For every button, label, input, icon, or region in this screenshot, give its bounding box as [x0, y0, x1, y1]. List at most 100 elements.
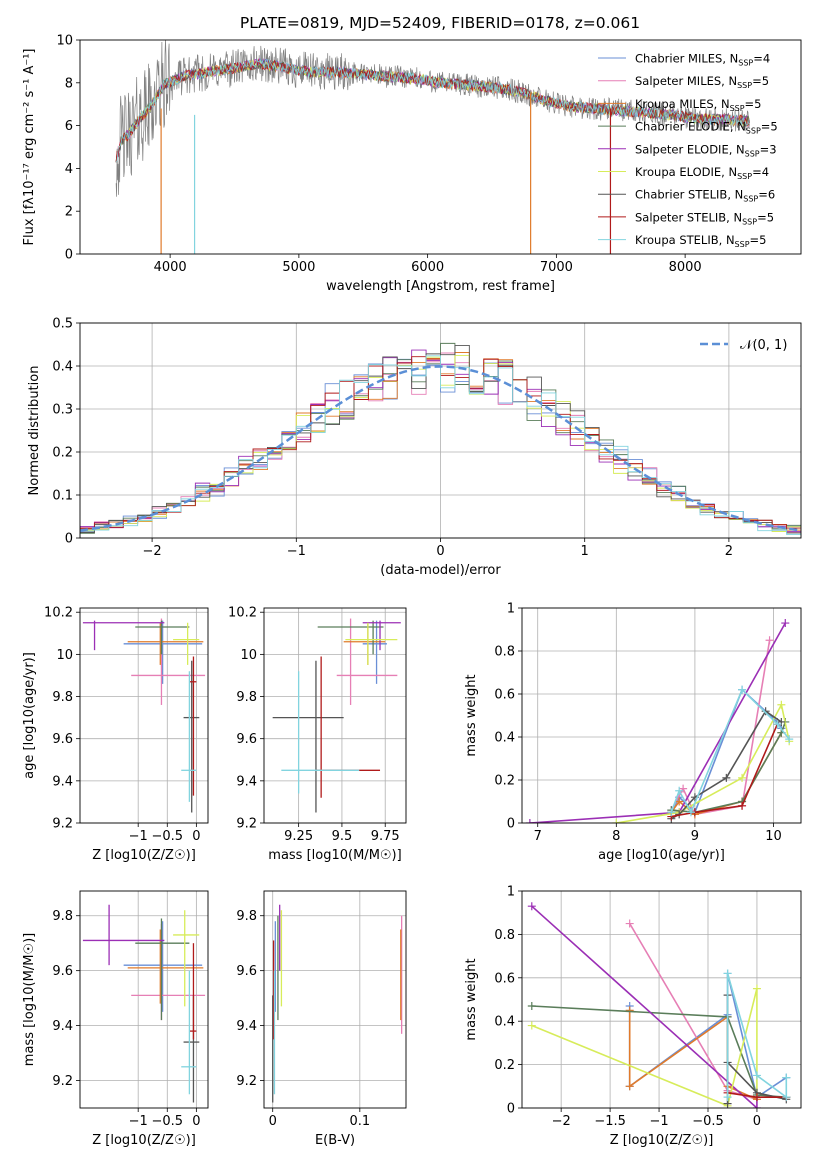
x-tick-label: 9.25 — [284, 829, 313, 844]
y-tick-label: 4 — [65, 162, 73, 177]
x-tick-label: −0.5 — [151, 1114, 183, 1129]
y-tick-label: 2 — [65, 205, 73, 220]
axes-frame — [79, 890, 209, 1109]
legend-label: Kroupa STELIB, NSSP=5 — [635, 233, 766, 249]
observed-spectrum — [115, 40, 750, 197]
weight-marker — [675, 786, 684, 795]
weight-marker — [752, 1104, 761, 1108]
plot-area — [527, 902, 791, 1108]
y-tick-label: 10 — [56, 34, 73, 49]
errorbar-point-0 — [123, 620, 203, 684]
y-tick-label: 0.6 — [494, 688, 515, 703]
y-tick-label: 6 — [65, 119, 73, 134]
axes-frame — [263, 890, 407, 1109]
y-tick-label: 0.2 — [52, 446, 73, 461]
y-tick-label: 9.6 — [236, 732, 257, 747]
y-tick-label: 0.4 — [494, 1015, 515, 1030]
panel-age-vs-mass: 9.25 9.5 9.75 9.2 9.4 9.6 9.8 10 10.2 mass [log10… — [228, 606, 407, 863]
panel-residuals: −2 −1 0 1 2 0 0.1 0.2 0.3 0.4 0.5 (data-model)/erro… — [27, 317, 802, 578]
errorbar-point-8 — [181, 671, 197, 802]
y-axis-label: mass [log10(M/M☉)] — [22, 933, 37, 1066]
x-tick-label: −2 — [143, 544, 162, 559]
errorbar-point-7 — [189, 656, 197, 796]
x-tick-label: 10 — [765, 829, 782, 844]
weight-marker — [527, 1021, 536, 1030]
panel-spectrum: 4000 5000 6000 7000 8000 0 2 4 6 8 10 wavelength [A… — [22, 34, 802, 294]
y-tick-label: 0 — [65, 532, 73, 547]
y-tick-label: 9.8 — [236, 909, 257, 924]
weight-marker — [752, 984, 761, 993]
weight-marker — [738, 685, 747, 694]
axes-frame — [521, 607, 802, 824]
plot-area — [272, 904, 403, 1103]
weight-marker — [738, 773, 747, 782]
errorbar-point-0 — [123, 921, 203, 1012]
x-tick-label: 6000 — [411, 260, 444, 275]
weight-marker — [625, 919, 634, 928]
errorbar-point-5 — [173, 910, 200, 1007]
weight-marker — [738, 801, 747, 810]
x-tick-label: 8 — [612, 829, 620, 844]
errorbar-point-3 — [135, 918, 190, 1021]
y-tick-label: 10 — [56, 648, 73, 663]
weight-marker — [752, 1071, 761, 1080]
y-tick-label: 9.4 — [236, 774, 257, 789]
errorbar-point-5 — [173, 622, 200, 665]
y-tick-label: 9.6 — [52, 732, 73, 747]
y-tick-label: 0.5 — [52, 317, 73, 332]
figure-title: PLATE=0819, MJD=52409, FIBERID=0178, z=0… — [240, 14, 640, 32]
y-tick-label: 9.2 — [52, 817, 73, 832]
weight-marker — [785, 735, 794, 744]
y-tick-label: 10.2 — [228, 606, 257, 621]
plot-area — [82, 618, 206, 813]
weight-marker — [625, 1006, 634, 1015]
y-tick-label: 0.8 — [494, 928, 515, 943]
weight-marker — [752, 1093, 761, 1102]
x-tick-label: 9.5 — [332, 829, 353, 844]
errorbar-point-5 — [345, 622, 398, 665]
y-tick-label: 9.4 — [52, 774, 73, 789]
weight-marker — [527, 902, 536, 911]
histogram-8 — [80, 355, 801, 538]
errorbar-point-2 — [127, 622, 204, 665]
legend-label: Chabrier ELODIE, NSSP=5 — [635, 120, 778, 136]
x-axis-label: E(B-V) — [315, 1133, 355, 1148]
y-tick-label: 8 — [65, 76, 73, 91]
plot-area — [82, 904, 206, 1103]
y-tick-label: 0.3 — [52, 403, 73, 418]
y-tick-label: 0.2 — [494, 774, 515, 789]
weight-marker — [612, 819, 621, 823]
y-tick-label: 0.8 — [494, 645, 515, 660]
x-tick-label: −1 — [129, 829, 148, 844]
legend-label: Chabrier MILES, NSSP=4 — [635, 52, 770, 68]
legend-label: Salpeter MILES, NSSP=5 — [635, 74, 769, 90]
plot-area — [525, 619, 794, 823]
x-tick-label: −1 — [287, 544, 306, 559]
weight-marker — [525, 819, 534, 823]
errorbar-point-0 — [362, 620, 387, 684]
x-tick-label: 7 — [534, 829, 542, 844]
panel-weight-vs-age: 7 8 9 10 0 0.2 0.4 0.6 0.8 1 age [log10(age/yr)] ma… — [464, 602, 802, 863]
errorbar-point-1 — [336, 618, 398, 705]
y-tick-label: 1 — [507, 602, 515, 617]
x-axis-label: age [log10(age/yr)] — [598, 848, 725, 863]
y-tick-label: 0 — [507, 1102, 515, 1117]
x-tick-label: 1 — [581, 544, 589, 559]
y-tick-label: 0.2 — [494, 1058, 515, 1073]
y-tick-label: 10.2 — [44, 606, 73, 621]
y-tick-label: 0.6 — [494, 971, 515, 986]
y-axis-label: mass weight — [464, 958, 479, 1040]
x-tick-label: 7000 — [540, 260, 573, 275]
errorbar-point-4 — [82, 620, 165, 651]
y-tick-label: 9.6 — [52, 964, 73, 979]
legend-label: Chabrier STELIB, NSSP=6 — [635, 188, 775, 204]
axes-frame — [263, 607, 407, 824]
errorbar-point-4 — [362, 620, 401, 651]
x-tick-label: 0 — [269, 1114, 277, 1129]
y-tick-label: 9.2 — [236, 1074, 257, 1089]
weight-line-7 — [671, 723, 779, 818]
x-tick-label: 0.1 — [349, 1114, 370, 1129]
y-axis-label: age [log10(age/yr)] — [22, 652, 37, 779]
